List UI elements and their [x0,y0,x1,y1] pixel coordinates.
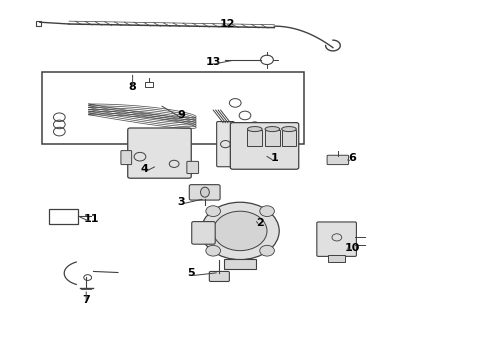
Ellipse shape [200,187,209,197]
Bar [49,209,78,224]
Text: 2: 2 [256,218,264,228]
Ellipse shape [265,127,280,132]
Text: 7: 7 [82,295,90,305]
FancyBboxPatch shape [192,222,215,244]
FancyBboxPatch shape [209,271,229,282]
Bar [36,22,41,26]
FancyBboxPatch shape [230,123,299,169]
Text: 11: 11 [83,215,99,224]
Ellipse shape [282,127,296,132]
Bar [224,258,256,269]
Ellipse shape [247,127,262,132]
FancyBboxPatch shape [121,150,132,165]
Circle shape [260,245,274,256]
Bar [145,82,153,87]
FancyBboxPatch shape [317,222,356,256]
Text: 9: 9 [177,111,185,121]
Text: 1: 1 [270,153,278,163]
Text: 8: 8 [129,82,137,92]
Text: 3: 3 [178,197,185,207]
FancyBboxPatch shape [217,122,234,167]
FancyBboxPatch shape [187,161,198,174]
Text: 4: 4 [141,164,149,174]
Text: 5: 5 [188,268,195,278]
Bar [265,130,280,146]
FancyBboxPatch shape [128,128,191,178]
Bar [328,255,345,262]
Circle shape [260,206,274,216]
Bar [42,72,304,144]
Text: 12: 12 [220,19,236,29]
Bar [282,130,296,146]
Circle shape [206,245,220,256]
FancyBboxPatch shape [189,185,220,200]
Text: 10: 10 [345,243,360,253]
Text: 13: 13 [205,57,221,67]
Circle shape [213,211,267,251]
FancyBboxPatch shape [327,155,348,165]
Circle shape [201,202,279,260]
Circle shape [206,206,220,216]
Text: 6: 6 [348,153,356,163]
Bar [247,130,262,146]
